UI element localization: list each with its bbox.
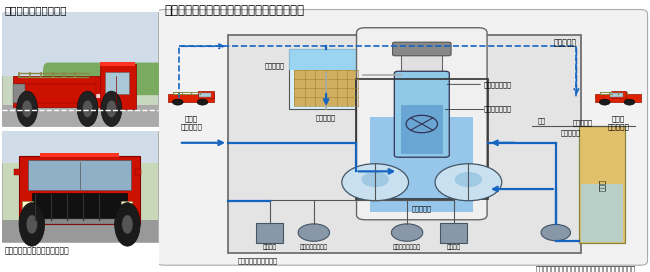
Circle shape (298, 224, 330, 241)
Text: 注水ポンプ: 注水ポンプ (573, 119, 593, 126)
FancyBboxPatch shape (199, 93, 211, 97)
FancyBboxPatch shape (16, 84, 96, 103)
Bar (135, 169, 141, 175)
Bar (1, 105, 158, 126)
FancyBboxPatch shape (611, 91, 627, 98)
Bar (289, 49, 363, 109)
Circle shape (361, 172, 389, 187)
FancyBboxPatch shape (13, 84, 25, 103)
FancyBboxPatch shape (157, 10, 647, 265)
FancyBboxPatch shape (28, 160, 131, 190)
FancyBboxPatch shape (440, 223, 467, 243)
FancyBboxPatch shape (1, 12, 158, 126)
Circle shape (197, 99, 208, 105)
FancyBboxPatch shape (1, 131, 158, 242)
Circle shape (122, 215, 133, 234)
Bar (121, 201, 132, 215)
FancyBboxPatch shape (256, 223, 283, 243)
Text: 原子炉や燃料プールへの代替注水配管の設置: 原子炉や燃料プールへの代替注水配管の設置 (164, 4, 304, 17)
Text: 原子炉圧力容器: 原子炉圧力容器 (483, 106, 511, 112)
Bar (581, 184, 623, 242)
Circle shape (172, 99, 183, 105)
Circle shape (101, 91, 122, 126)
FancyBboxPatch shape (19, 156, 140, 224)
Circle shape (391, 224, 423, 241)
FancyBboxPatch shape (393, 42, 451, 56)
Text: 圧力抑制室: 圧力抑制室 (412, 205, 432, 212)
Text: 大量送水車: 大量送水車 (607, 123, 629, 129)
Circle shape (342, 164, 409, 201)
FancyBboxPatch shape (32, 193, 127, 220)
FancyBboxPatch shape (357, 28, 487, 220)
Circle shape (541, 224, 571, 241)
FancyBboxPatch shape (228, 35, 581, 253)
Bar (22, 201, 33, 215)
Bar (40, 153, 120, 157)
Text: 〈２号機イメージ図〉: 〈２号機イメージ図〉 (238, 257, 278, 264)
Circle shape (624, 99, 635, 105)
Text: 残留熱除去ポンプ: 残留熱除去ポンプ (393, 245, 421, 251)
Text: 敷地内に複数台を分散させ配備: 敷地内に複数台を分散させ配備 (5, 246, 70, 255)
Text: 注水ポンプ: 注水ポンプ (561, 129, 580, 136)
Bar (100, 62, 135, 66)
Bar (289, 49, 363, 70)
Circle shape (83, 100, 93, 118)
Text: 注水槽: 注水槽 (599, 179, 605, 191)
Bar (400, 105, 443, 154)
FancyBboxPatch shape (395, 71, 449, 157)
FancyBboxPatch shape (198, 91, 214, 98)
Text: 残留熱除去ポンプ: 残留熱除去ポンプ (300, 245, 328, 251)
FancyBboxPatch shape (13, 76, 132, 107)
Circle shape (599, 99, 610, 105)
Circle shape (22, 100, 32, 118)
Circle shape (455, 172, 482, 187)
Bar (14, 169, 20, 175)
Text: 使用済燃料: 使用済燃料 (265, 62, 285, 69)
Circle shape (107, 100, 116, 118)
Text: 大量送水車: 大量送水車 (180, 123, 202, 129)
Bar (401, 52, 443, 73)
Text: 送水車: 送水車 (185, 116, 198, 122)
Bar (1, 12, 158, 76)
Circle shape (435, 164, 502, 201)
FancyBboxPatch shape (595, 94, 641, 102)
Text: 燃料プール: 燃料プール (316, 114, 336, 121)
Text: 送水車: 送水車 (612, 116, 625, 122)
Text: 熱交換器: 熱交換器 (263, 245, 277, 251)
Circle shape (17, 91, 38, 126)
Bar (19, 219, 140, 224)
Bar (294, 70, 358, 106)
Bar (13, 94, 132, 98)
Circle shape (114, 203, 140, 246)
Bar (579, 126, 625, 243)
Bar (1, 220, 158, 242)
FancyBboxPatch shape (99, 64, 136, 109)
FancyBboxPatch shape (370, 118, 473, 212)
FancyBboxPatch shape (105, 72, 129, 94)
Circle shape (26, 215, 38, 234)
Text: 地表: 地表 (537, 117, 545, 124)
FancyBboxPatch shape (43, 63, 162, 95)
Text: 熱交換器: 熱交換器 (447, 245, 461, 251)
Circle shape (77, 91, 98, 126)
FancyBboxPatch shape (610, 93, 623, 97)
Text: 原子炉格納容器: 原子炉格納容器 (483, 81, 511, 88)
Text: 代替注水用車両の配備: 代替注水用車両の配備 (5, 5, 68, 16)
Text: 原子炉建物: 原子炉建物 (553, 38, 577, 47)
Circle shape (19, 203, 45, 246)
Bar (1, 131, 158, 163)
Text: 代替注水配管の敷設工事に加え、代替注水配管を多重化: 代替注水配管の敷設工事に加え、代替注水配管を多重化 (536, 265, 635, 272)
FancyBboxPatch shape (168, 94, 214, 102)
